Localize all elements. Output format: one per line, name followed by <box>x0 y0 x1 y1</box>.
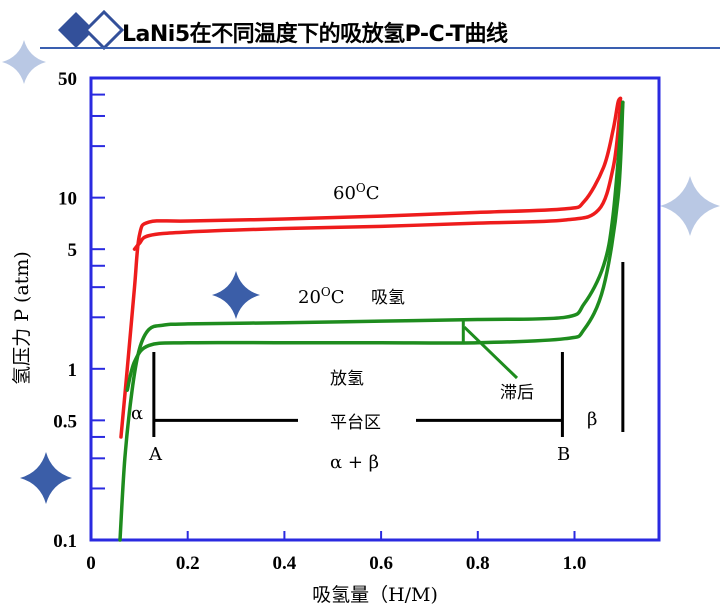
label-point-a: A <box>148 444 163 465</box>
logo-diamond-outline <box>83 9 125 51</box>
y-tick-label: 0.5 <box>53 411 77 432</box>
series-line-3 <box>125 100 625 392</box>
x-tick-label: 0.8 <box>466 553 490 574</box>
x-tick-label: 0.4 <box>273 553 297 574</box>
x-tick-label: 0.2 <box>176 553 200 574</box>
y-tick-label: 0.1 <box>53 531 77 552</box>
series-line-0 <box>119 96 623 439</box>
sparkle-icon <box>660 176 720 236</box>
label-60c: 60OC <box>333 181 380 204</box>
label-20c: 20OC <box>298 285 345 308</box>
series-line-1 <box>132 96 623 251</box>
header-logo <box>58 9 125 51</box>
x-tick-label: 0 <box>86 553 96 574</box>
sparkle-icon <box>2 40 46 84</box>
y-tick-label: 50 <box>58 69 77 90</box>
logo-diamond-filled <box>58 12 94 48</box>
hysteresis-pointer <box>463 326 519 380</box>
header-rule <box>40 47 720 49</box>
y-tick-label: 10 <box>58 189 77 210</box>
plot-frame <box>89 76 661 542</box>
y-tick-label: 5 <box>68 240 78 261</box>
sparkle-icon <box>212 271 260 319</box>
label-beta: β <box>587 409 597 430</box>
label-hysteresis: 滞后 <box>500 383 534 403</box>
label-alpha-beta: α + β <box>330 452 379 473</box>
label-desorb: 放氢 <box>330 369 364 389</box>
y-tick-label: 1 <box>68 360 78 381</box>
x-tick-label: 1.0 <box>563 553 587 574</box>
label-alpha: α <box>131 403 143 424</box>
label-absorb: 吸氢 <box>371 288 405 308</box>
series-line-2 <box>118 100 625 542</box>
y-axis-title: 氢压力 P (atm) <box>11 251 33 385</box>
x-axis-title: 吸氢量（H/M) <box>312 584 438 606</box>
label-plateau: 平台区 <box>330 413 381 433</box>
label-point-b: B <box>557 444 570 465</box>
x-tick-label: 0.6 <box>369 553 393 574</box>
sparkle-icon <box>20 452 72 504</box>
slide-title: LaNi5在不同温度下的吸放氢P-C-T曲线 <box>122 22 508 47</box>
